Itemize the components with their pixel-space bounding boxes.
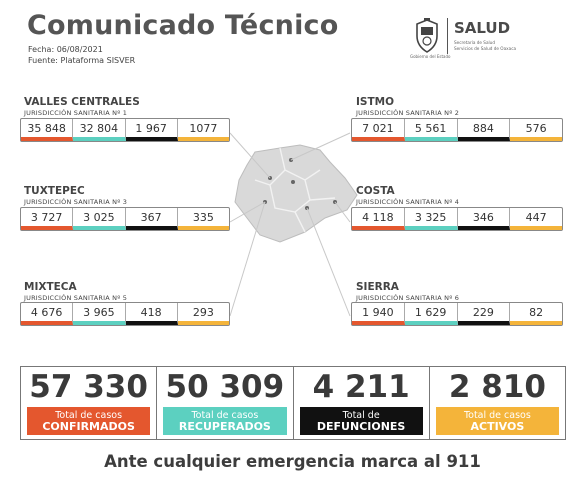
confirmed-value: 7 021 xyxy=(352,119,405,141)
state-emblem-icon xyxy=(416,18,438,53)
total-active-label-line2: ACTIVOS xyxy=(470,420,525,433)
confirmed-value: 4 676 xyxy=(21,303,74,325)
recovered-value: 32 804 xyxy=(73,119,126,141)
emblem-caption: Gobierno del Estado xyxy=(410,54,451,59)
page-title: Comunicado Técnico xyxy=(27,10,339,41)
region-name-sierra: SIERRA xyxy=(356,281,399,293)
deaths-value: 418 xyxy=(125,303,178,325)
deaths-value: 367 xyxy=(125,208,178,230)
confirmed-value: 4 118 xyxy=(352,208,405,230)
total-recovered-value: 50 309 xyxy=(165,369,285,405)
total-confirmed-label-line2: CONFIRMADOS xyxy=(42,420,135,433)
deaths-value: 1 967 xyxy=(125,119,178,141)
active-value: 293 xyxy=(177,303,229,325)
emergency-footer: Ante cualquier emergencia marca al 911 xyxy=(104,452,481,471)
total-recovered-label-line1: Total de casos xyxy=(191,410,259,421)
active-value: 576 xyxy=(510,119,562,141)
salud-subtitle-2: Servicios de Salud de Oaxaca xyxy=(454,46,517,51)
salud-subtitle-1: Secretaría de Salud xyxy=(454,40,495,45)
total-active: 2 810 Total de casos ACTIVOS xyxy=(430,367,565,439)
region-stats-tuxtepec: 3 727 3 025 367 335 xyxy=(20,207,230,231)
total-recovered-label-line2: RECUPERADOS xyxy=(178,420,271,433)
region-jurisdiction-costa: JURISDICCIÓN SANITARIA Nº 4 xyxy=(356,198,460,206)
region-stats-costa: 4 118 3 325 346 447 xyxy=(351,207,563,231)
data-source: Fuente: Plataforma SISVER xyxy=(28,56,136,65)
total-active-label: Total de casos ACTIVOS xyxy=(435,407,559,435)
total-deaths-label: Total de DEFUNCIONES xyxy=(299,407,423,435)
total-deaths-label-line1: Total de xyxy=(342,410,380,421)
confirmed-value: 3 727 xyxy=(21,208,74,230)
total-confirmed-label: Total de casos CONFIRMADOS xyxy=(27,407,151,435)
region-name-costa: COSTA xyxy=(356,185,395,197)
deaths-value: 346 xyxy=(457,208,511,230)
total-confirmed: 57 330 Total de casos CONFIRMADOS xyxy=(21,367,158,439)
totals-panel: 57 330 Total de casos CONFIRMADOS 50 309… xyxy=(20,366,566,440)
region-name-tuxtepec: TUXTEPEC xyxy=(24,185,85,197)
total-recovered-label: Total de casos RECUPERADOS xyxy=(163,407,287,435)
recovered-value: 1 629 xyxy=(404,303,458,325)
deaths-value: 884 xyxy=(457,119,511,141)
active-value: 447 xyxy=(510,208,562,230)
region-jurisdiction-valles-centrales: JURISDICCIÓN SANITARIA Nº 1 xyxy=(24,109,128,117)
region-stats-sierra: 1 940 1 629 229 82 xyxy=(351,302,563,326)
total-confirmed-value: 57 330 xyxy=(29,369,148,405)
active-value: 82 xyxy=(510,303,562,325)
total-recovered: 50 309 Total de casos RECUPERADOS xyxy=(157,367,294,439)
region-name-mixteca: MIXTECA xyxy=(24,281,77,293)
total-deaths-label-line2: DEFUNCIONES xyxy=(316,420,406,433)
region-name-istmo: ISTMO xyxy=(356,96,395,108)
total-deaths-value: 4 211 xyxy=(312,369,410,405)
recovered-value: 3 965 xyxy=(73,303,126,325)
confirmed-value: 35 848 xyxy=(21,119,74,141)
region-jurisdiction-mixteca: JURISDICCIÓN SANITARIA Nº 5 xyxy=(24,294,128,302)
region-jurisdiction-sierra: JURISDICCIÓN SANITARIA Nº 6 xyxy=(356,294,460,302)
region-jurisdiction-tuxtepec: JURISDICCIÓN SANITARIA Nº 3 xyxy=(24,198,128,206)
confirmed-value: 1 940 xyxy=(352,303,405,325)
total-deaths: 4 211 Total de DEFUNCIONES xyxy=(294,367,430,439)
total-confirmed-label-line1: Total de casos xyxy=(55,410,123,421)
active-value: 1077 xyxy=(177,119,229,141)
region-jurisdiction-istmo: JURISDICCIÓN SANITARIA Nº 2 xyxy=(356,109,460,117)
region-stats-istmo: 7 021 5 561 884 576 xyxy=(351,118,563,142)
recovered-value: 5 561 xyxy=(404,119,458,141)
report-date: Fecha: 06/08/2021 xyxy=(28,45,103,54)
total-active-value: 2 810 xyxy=(448,369,546,405)
region-stats-mixteca: 4 676 3 965 418 293 xyxy=(20,302,230,326)
deaths-value: 229 xyxy=(457,303,511,325)
region-name-valles-centrales: VALLES CENTRALES xyxy=(24,96,140,108)
recovered-value: 3 325 xyxy=(404,208,458,230)
recovered-value: 3 025 xyxy=(73,208,126,230)
logo-divider xyxy=(447,18,448,54)
region-stats-valles-centrales: 35 848 32 804 1 967 1077 xyxy=(20,118,230,142)
active-value: 335 xyxy=(177,208,229,230)
salud-logo-text: SALUD xyxy=(454,19,511,37)
connector-lines xyxy=(229,132,351,317)
total-active-label-line1: Total de casos xyxy=(463,410,531,421)
